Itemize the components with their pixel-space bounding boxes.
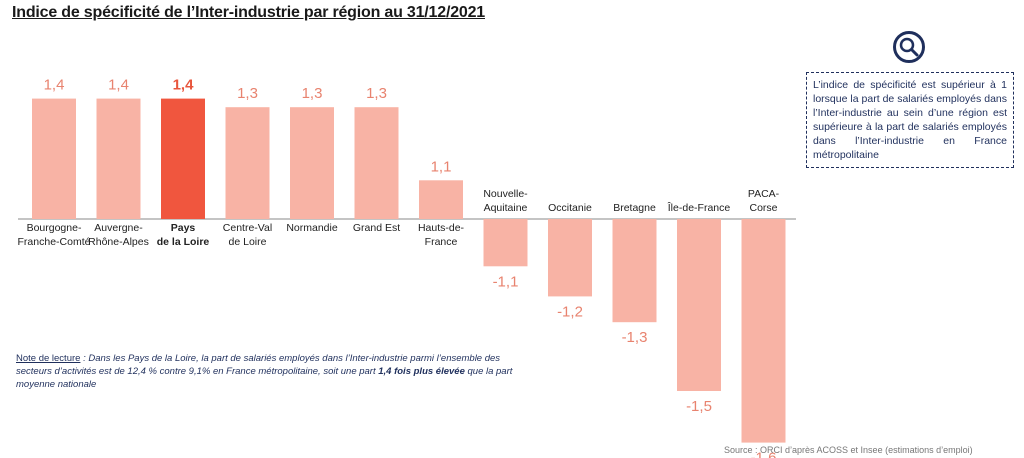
reading-note: Note de lecture : Dans les Pays de la Lo… <box>16 352 516 391</box>
definition-box: L’indice de spécificité est supérieur à … <box>806 72 1014 168</box>
data-label: -1,1 <box>493 273 519 290</box>
bar <box>32 98 76 219</box>
category-label: Bretagne <box>613 202 656 214</box>
category-label: Nouvelle-Aquitaine <box>483 188 528 214</box>
bar <box>96 98 141 219</box>
data-label: 1,3 <box>366 85 387 102</box>
bar <box>612 219 657 323</box>
category-label: Pays de la Loire <box>157 222 210 248</box>
bar <box>419 180 463 219</box>
bar <box>741 219 786 443</box>
chart-title: Indice de spécificité de l’Inter-industr… <box>12 4 485 21</box>
data-label: 1,4 <box>108 77 129 94</box>
bar <box>225 107 270 219</box>
category-label: PACA-Corse <box>748 188 780 214</box>
bar <box>677 219 721 391</box>
data-label: -1,6 <box>751 450 777 458</box>
category-label: Hauts-de-France <box>418 222 465 248</box>
category-label: Île-de-France <box>667 201 731 214</box>
data-label: 1,3 <box>302 85 323 102</box>
category-label: Normandie <box>286 222 338 234</box>
bar <box>548 219 592 297</box>
reading-note-text: : Dans les Pays de la Loire, la part de … <box>16 353 501 377</box>
bar <box>354 107 399 219</box>
data-label: -1,3 <box>622 329 648 346</box>
data-label: 1,4 <box>44 77 65 94</box>
reading-note-bold: 1,4 fois plus élevée <box>378 366 465 377</box>
reading-note-label: Note de lecture <box>16 353 81 364</box>
category-label: Grand Est <box>353 222 400 234</box>
data-label: 1,4 <box>173 77 195 94</box>
category-label: Occitanie <box>548 202 592 214</box>
magnifier-info-icon <box>892 30 926 64</box>
data-label: 1,3 <box>237 85 258 102</box>
bar <box>483 219 528 267</box>
reading-note-end: que la part moyenne nationale <box>16 366 513 390</box>
source-note: Source : ORCI d’après ACOSS et Insee (es… <box>724 445 973 455</box>
data-label: -1,2 <box>557 303 583 320</box>
data-label: -1,5 <box>686 398 712 415</box>
bar <box>290 107 334 219</box>
category-label: Centre-Val de Loire <box>223 222 272 248</box>
category-label: Auvergne-Rhône-Alpes <box>88 222 149 248</box>
bar <box>161 98 205 219</box>
data-label: 1,1 <box>431 158 452 175</box>
category-label: Bourgogne-Franche-Comté <box>18 222 91 248</box>
